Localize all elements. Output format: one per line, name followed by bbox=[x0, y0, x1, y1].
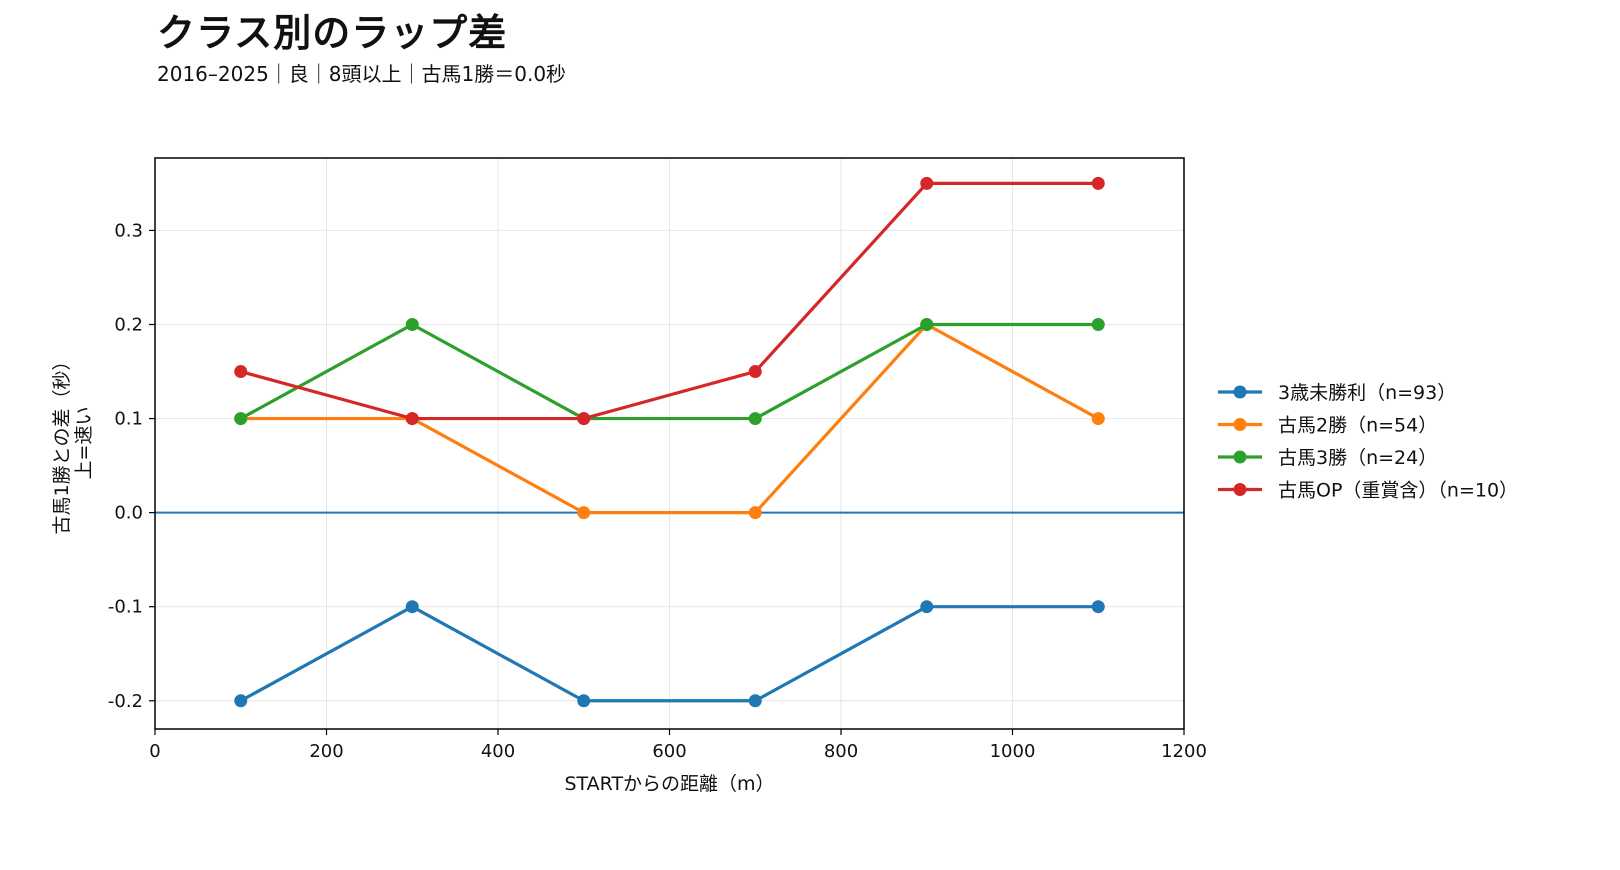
legend-swatch-marker bbox=[1233, 483, 1247, 496]
series-4 bbox=[234, 176, 1105, 426]
series-line bbox=[239, 322, 1099, 421]
series-group bbox=[234, 176, 1105, 708]
legend-item: 古馬OP（重賞含）（n=10） bbox=[1218, 480, 1518, 502]
data-point bbox=[577, 506, 591, 520]
x-axis-ticks: 0 200 400 600 800 1000 1200 bbox=[149, 729, 1207, 762]
legend-swatch-marker bbox=[1233, 385, 1247, 399]
data-point bbox=[920, 600, 934, 614]
legend: 3歳未勝利（n=93） 古馬2勝（n=54） 古馬3勝（n=24） 古馬OP（重賞含）… bbox=[1218, 382, 1518, 502]
x-tick-label: 400 bbox=[481, 741, 515, 762]
data-point bbox=[405, 412, 419, 426]
legend-label: 古馬2勝（n=54） bbox=[1278, 415, 1437, 437]
legend-item: 古馬3勝（n=24） bbox=[1218, 447, 1437, 469]
data-point bbox=[405, 600, 419, 614]
x-tick-label: 800 bbox=[824, 741, 858, 762]
data-point bbox=[1091, 412, 1105, 426]
y-axis-label-line1: 古馬1勝との差（秒） bbox=[51, 352, 73, 535]
x-tick-label: 0 bbox=[149, 741, 160, 762]
legend-swatch-marker bbox=[1233, 450, 1247, 464]
legend-label: 古馬OP（重賞含）（n=10） bbox=[1278, 480, 1518, 502]
x-tick-label: 1000 bbox=[990, 741, 1036, 762]
grid-lines bbox=[154, 158, 1185, 729]
data-point bbox=[920, 318, 934, 332]
data-point bbox=[748, 412, 762, 426]
y-tick-label: 0.2 bbox=[114, 315, 143, 336]
y-tick-label: 0.3 bbox=[114, 220, 143, 241]
data-point bbox=[1091, 318, 1105, 332]
data-point bbox=[405, 318, 419, 332]
legend-item: 3歳未勝利（n=93） bbox=[1218, 382, 1456, 404]
y-tick-label: 0.1 bbox=[114, 409, 143, 430]
series-line bbox=[240, 322, 1100, 515]
y-axis-ticks: -0.2 -0.1 0.0 0.1 0.2 0.3 bbox=[108, 220, 155, 712]
legend-label: 古馬3勝（n=24） bbox=[1278, 447, 1437, 469]
data-point bbox=[748, 694, 762, 708]
x-axis-label: STARTからの距離（m） bbox=[564, 773, 774, 795]
data-point bbox=[1091, 600, 1105, 614]
x-tick-label: 200 bbox=[309, 741, 343, 762]
series-1 bbox=[234, 600, 1105, 708]
legend-swatch-marker bbox=[1233, 418, 1247, 431]
chart-subtitle: 2016–2025｜良｜8頭以上｜古馬1勝＝0.0秒 bbox=[157, 62, 567, 86]
data-point bbox=[577, 694, 591, 708]
series-line bbox=[239, 605, 1099, 703]
legend-item: 古馬2勝（n=54） bbox=[1218, 415, 1437, 437]
data-point bbox=[234, 412, 248, 426]
chart-title: クラス別のラップ差 bbox=[157, 11, 508, 55]
data-point bbox=[920, 176, 934, 190]
y-axis-label-line2: 上=速い bbox=[73, 407, 95, 480]
data-point bbox=[748, 506, 762, 520]
y-tick-label: 0.0 bbox=[114, 503, 143, 524]
series-line bbox=[240, 181, 1099, 421]
data-point bbox=[748, 365, 762, 379]
x-tick-label: 1200 bbox=[1161, 741, 1207, 762]
legend-label: 3歳未勝利（n=93） bbox=[1278, 382, 1456, 404]
data-point bbox=[234, 694, 248, 708]
y-tick-label: -0.1 bbox=[108, 597, 143, 618]
data-point bbox=[1091, 176, 1105, 190]
y-axis-label: 古馬1勝との差（秒） 上=速い bbox=[51, 352, 95, 535]
y-tick-label: -0.2 bbox=[108, 691, 143, 712]
data-point bbox=[577, 412, 591, 426]
x-tick-label: 600 bbox=[652, 741, 686, 762]
data-point bbox=[234, 365, 248, 379]
